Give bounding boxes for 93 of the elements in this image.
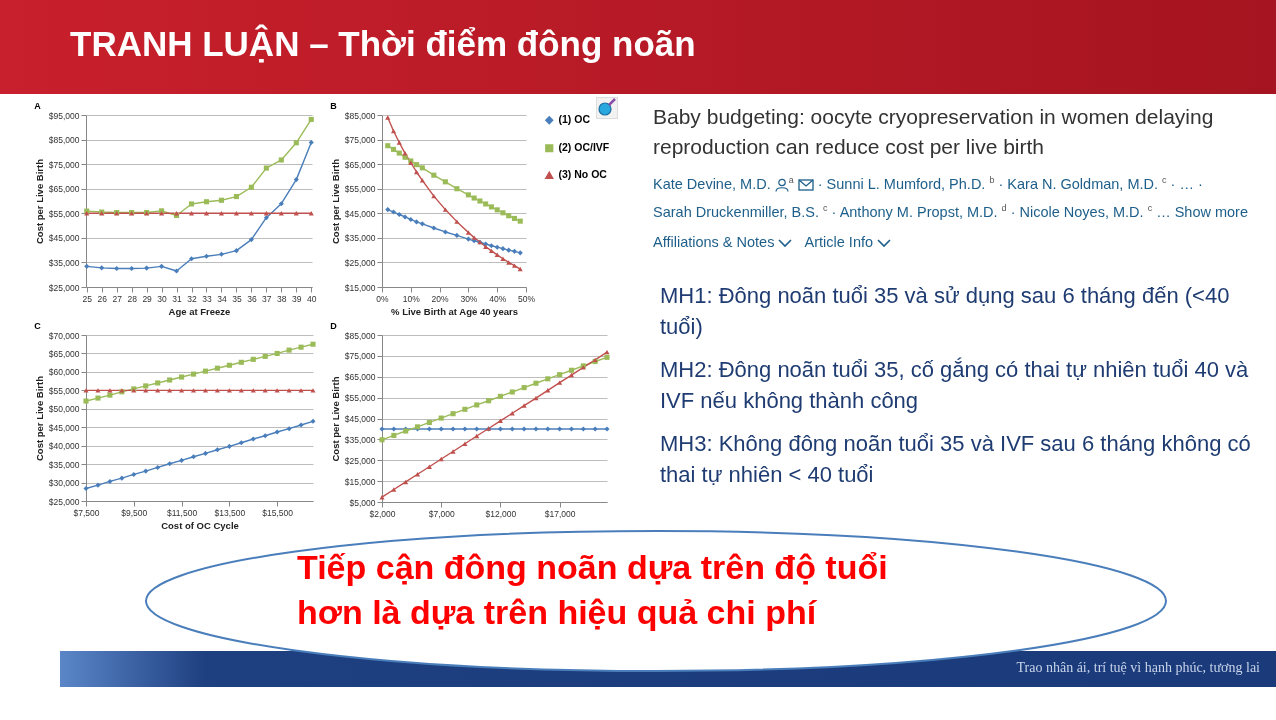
y-tick-label: $30,000 — [48, 478, 80, 489]
y-axis-title: Cost per Live Birth — [33, 158, 45, 244]
chart-title: C — [34, 321, 42, 331]
x-tick-label: 0% — [376, 293, 390, 304]
x-axis-title: Cost of OC Cycle — [161, 520, 239, 531]
y-tick-label: $65,000 — [344, 159, 376, 170]
y-tick-label: $15,000 — [344, 476, 376, 487]
x-tick-label: 26 — [97, 293, 108, 304]
x-tick-label: 31 — [172, 293, 183, 304]
y-tick-label: $70,000 — [48, 330, 80, 341]
x-tick-label: 39 — [292, 293, 302, 304]
x-tick-label: $7,000 — [428, 508, 455, 519]
x-tick-label: 34 — [217, 293, 227, 304]
x-tick-label: 32 — [187, 293, 198, 304]
y-axis-title: Cost per Live Birth — [329, 158, 341, 244]
y-tick-label: $65,000 — [344, 372, 376, 383]
y-tick-label: $45,000 — [48, 233, 80, 244]
x-tick-label: 37 — [262, 293, 272, 304]
y-tick-label: $15,000 — [344, 282, 376, 293]
x-axis-title: Age at Freeze — [168, 306, 231, 317]
x-tick-label: $2,000 — [369, 508, 396, 519]
x-tick-label: 35 — [232, 293, 242, 304]
y-tick-label: $85,000 — [48, 135, 80, 146]
x-tick-label: 36 — [247, 293, 257, 304]
y-tick-label: $45,000 — [344, 208, 376, 219]
x-tick-label: 29 — [142, 293, 153, 304]
y-tick-label: $95,000 — [48, 110, 80, 121]
x-tick-label: 10% — [402, 293, 421, 304]
y-tick-label: $55,000 — [344, 184, 376, 195]
legend-label: (2) OC/IVF — [558, 141, 610, 154]
text: Tiếp cận đông noãn dựa trên độ tuổi hơn là dựa trên hiệu quả chi phí — [297, 547, 889, 633]
text: Affiliations & Notes — [653, 233, 775, 250]
y-tick-label: $75,000 — [344, 135, 376, 146]
legend-label: (1) OC — [558, 113, 591, 126]
y-tick-label: $35,000 — [344, 434, 376, 445]
y-tick-label: $35,000 — [344, 233, 376, 244]
y-tick-label: $60,000 — [48, 367, 80, 378]
x-tick-label: 27 — [112, 293, 123, 304]
x-tick-label: 20% — [431, 293, 450, 304]
text: Trao nhân ái, trí tuệ vì hạnh phúc, tương lai — [1016, 660, 1260, 676]
y-tick-label: $45,000 — [48, 422, 80, 433]
x-tick-label: 40 — [307, 293, 317, 304]
x-axis-title: % Live Birth at Age 40 years — [391, 306, 518, 317]
x-tick-label: $7,500 — [73, 507, 100, 518]
y-axis-title: Cost per Live Birth — [33, 375, 45, 461]
legend-label: (3) No OC — [558, 168, 608, 181]
y-tick-label: $55,000 — [48, 208, 80, 219]
x-tick-label: 38 — [277, 293, 287, 304]
y-tick-label: $65,000 — [48, 348, 80, 359]
y-tick-label: $25,000 — [48, 496, 80, 507]
y-tick-label: $75,000 — [344, 351, 376, 362]
y-tick-label: $40,000 — [48, 441, 80, 452]
text: Sarah Druckenmiller, B.S. $^{c}$ · Anthony M. Propst, M.D. $^{d}$ · Nicole Noyes, M.D. $^{c}$ … Show more — [653, 202, 1249, 220]
y-tick-label: $45,000 — [344, 414, 376, 424]
x-tick-label: 30% — [460, 293, 478, 304]
y-tick-label: $85,000 — [344, 330, 376, 341]
y-tick-label: $55,000 — [48, 385, 80, 396]
chart-title: D — [330, 321, 338, 331]
x-tick-label: $11,500 — [167, 507, 198, 518]
chart-title: B — [330, 101, 338, 111]
x-tick-label: $17,000 — [544, 508, 576, 519]
y-tick-label: $25,000 — [344, 455, 376, 466]
x-tick-label: 40% — [489, 293, 507, 304]
y-tick-label: $35,000 — [48, 459, 80, 470]
x-tick-label: 25 — [82, 293, 93, 304]
y-tick-label: $65,000 — [48, 184, 80, 195]
text: Baby budgeting: oocyte cryopreservation in women delaying reproduction can reduce cost per live birth — [653, 104, 1215, 160]
y-tick-label: $25,000 — [344, 257, 376, 268]
y-tick-label: $75,000 — [48, 159, 80, 170]
y-axis-title: Cost per Live Birth — [329, 376, 341, 462]
chart-title: A — [34, 101, 42, 111]
x-tick-label: $9,500 — [121, 507, 148, 518]
text: MH3: Không đông noãn tuổi 35 và IVF sau 6 tháng không có thai tự nhiên < 40 tuổi — [660, 430, 1252, 489]
text: a — [788, 175, 794, 185]
x-tick-label: 30 — [157, 293, 168, 304]
y-tick-label: $25,000 — [48, 282, 80, 293]
text: · Sunni L. Mumford, Ph.D. $^{b}$ · Kara N. Goldman, M.D. $^{c}$ · … · — [817, 175, 1203, 192]
y-tick-label: $85,000 — [344, 110, 376, 121]
x-tick-label: $13,500 — [214, 507, 246, 518]
y-tick-label: $5,000 — [349, 497, 376, 508]
y-tick-label: $50,000 — [48, 404, 80, 415]
x-tick-label: 28 — [127, 293, 138, 304]
text: MH1: Đông noãn tuổi 35 và sử dụng sau 6 tháng đến (<40 tuổi) — [660, 282, 1231, 341]
y-tick-label: $35,000 — [48, 257, 80, 268]
x-tick-label: 33 — [202, 293, 212, 304]
text: Article Info — [804, 233, 874, 250]
x-tick-label: 50% — [517, 293, 536, 304]
y-tick-label: $55,000 — [344, 393, 376, 404]
text: TRANH LUẬN – Thời điểm đông noãn — [70, 24, 696, 64]
text: MH2: Đông noãn tuổi 35, cố gắng có thai tự nhiên tuổi 40 và IVF nếu không thành công — [660, 356, 1250, 415]
text: Kate Devine, M.D. — [653, 175, 771, 192]
x-tick-label: $15,500 — [262, 507, 294, 518]
x-tick-label: $12,000 — [485, 508, 517, 519]
